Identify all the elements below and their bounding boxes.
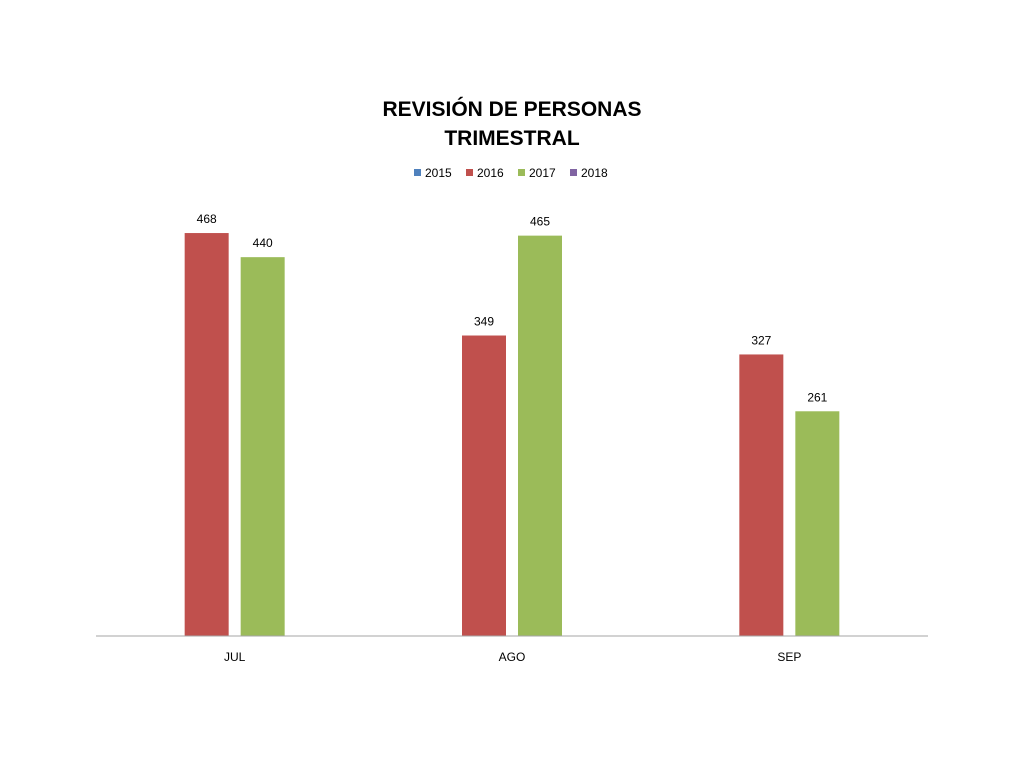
legend-item-2018: 2018 (570, 166, 608, 180)
legend-label-2018: 2018 (581, 166, 608, 180)
data-labels-group: 468 440 349 465 327 261 (197, 212, 828, 404)
chart-title: REVISIÓN DE PERSONAS TRIMESTRAL (382, 97, 641, 150)
data-label-ago-2016: 349 (474, 315, 494, 329)
bar-ago-2016 (462, 335, 506, 636)
legend-label-2015: 2015 (425, 166, 452, 180)
data-label-sep-2016: 327 (751, 333, 771, 347)
bar-sep-2016 (739, 354, 784, 636)
legend-swatch-2017 (518, 169, 525, 176)
legend-swatch-2018 (570, 169, 577, 176)
legend-swatch-2015 (414, 169, 421, 176)
legend-item-2017: 2017 (518, 166, 556, 180)
legend-label-2016: 2016 (477, 166, 504, 180)
x-axis-tick-labels: JUL AGO SEP (224, 650, 801, 664)
data-label-jul-2016: 468 (197, 212, 217, 226)
legend: 2015 2016 2017 2018 (414, 166, 608, 180)
bar-sep-2017 (795, 411, 840, 636)
legend-item-2016: 2016 (466, 166, 504, 180)
x-tick-label-ago: AGO (499, 650, 526, 664)
bar-jul-2016 (184, 233, 229, 636)
x-tick-label-sep: SEP (777, 650, 801, 664)
bar-ago-2017 (518, 235, 562, 636)
legend-label-2017: 2017 (529, 166, 556, 180)
data-label-jul-2017: 440 (253, 236, 273, 250)
bar-jul-2017 (240, 257, 285, 636)
legend-swatch-2016 (466, 169, 473, 176)
bars-group (184, 233, 840, 636)
chart-title-line-1: REVISIÓN DE PERSONAS (382, 97, 641, 121)
data-label-sep-2017: 261 (807, 390, 827, 404)
legend-item-2015: 2015 (414, 166, 452, 180)
chart-title-line-2: TRIMESTRAL (444, 127, 579, 150)
data-label-ago-2017: 465 (530, 215, 550, 229)
x-tick-label-jul: JUL (224, 650, 246, 664)
